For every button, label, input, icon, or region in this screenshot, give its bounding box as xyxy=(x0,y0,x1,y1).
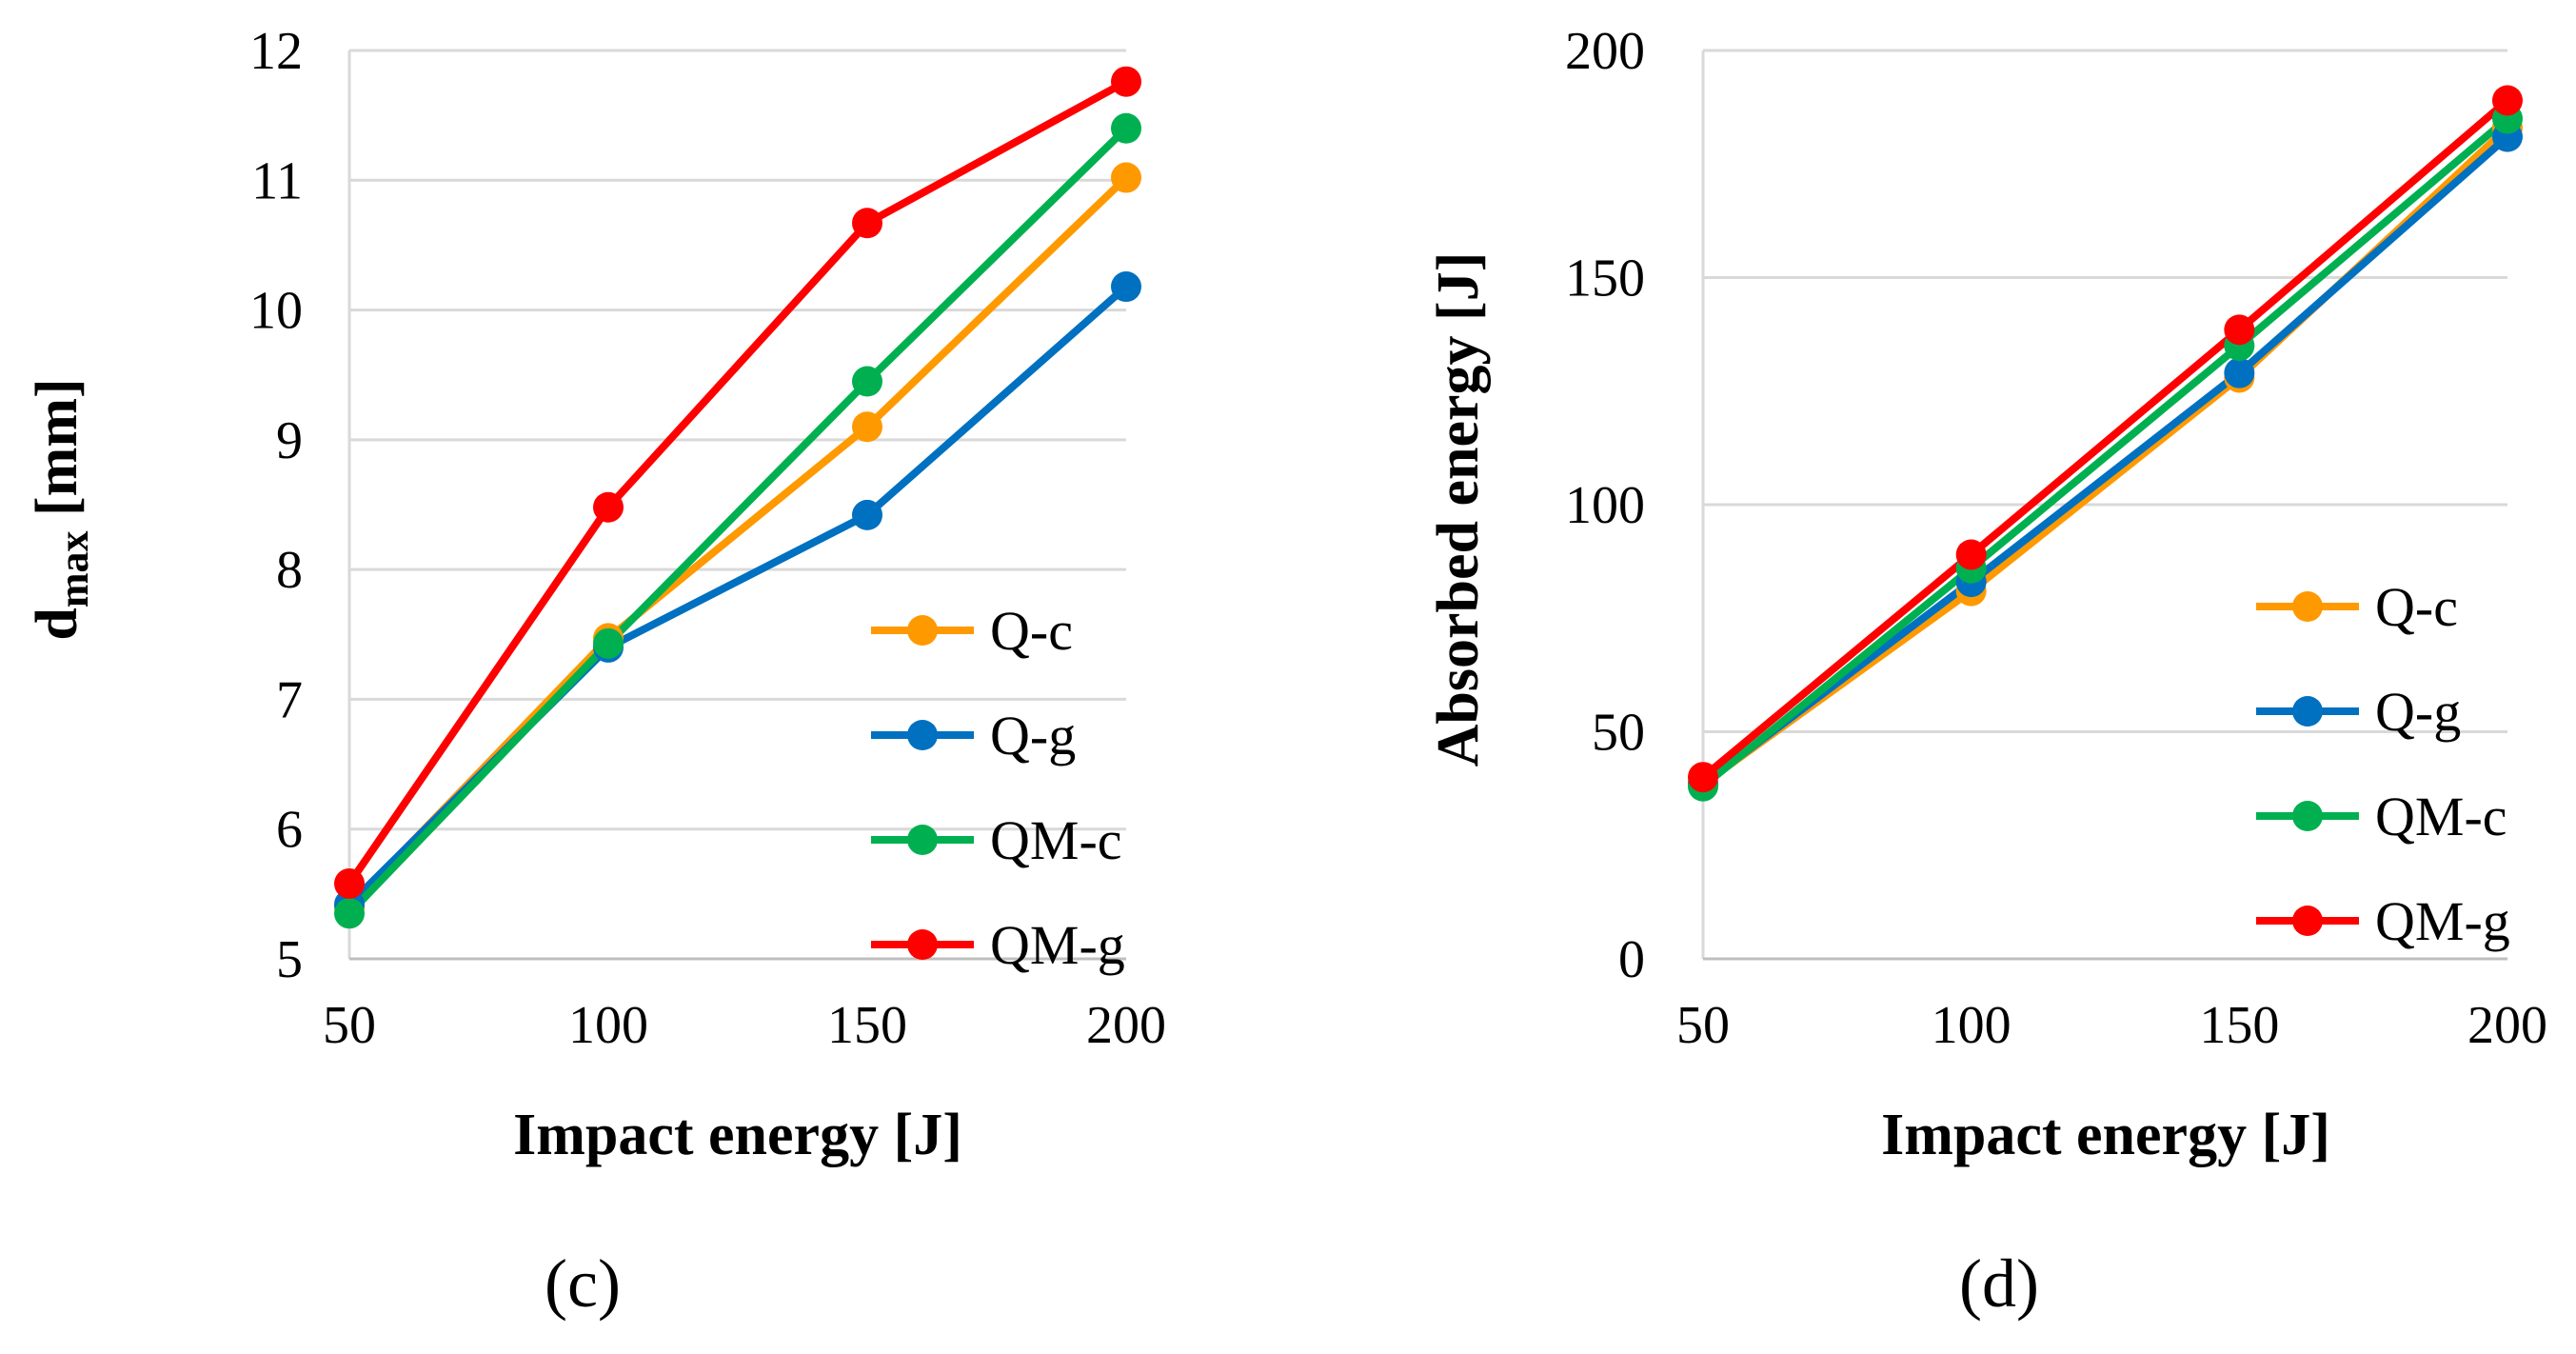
series-line-qm-c xyxy=(1700,115,2510,789)
chart-d-tick-labels: 0 50 100 150 200 50 100 150 200 xyxy=(1565,22,2547,1055)
data-point-qm-g xyxy=(1688,762,1718,793)
legend-label: QM-g xyxy=(2375,890,2510,952)
data-point-q-g xyxy=(2224,357,2255,388)
y-tick-label: 7 xyxy=(276,670,303,729)
x-tick-label: 200 xyxy=(2467,996,2547,1055)
y-tick-label: 9 xyxy=(276,411,303,470)
series-line-qm-g xyxy=(346,78,1128,886)
data-point-q-g xyxy=(1111,271,1141,303)
data-point-q-c xyxy=(852,411,882,443)
y-tick-label: 12 xyxy=(249,22,303,81)
series-line-q-c xyxy=(347,174,1129,910)
legend-label: QM-g xyxy=(990,914,1125,976)
data-point-q-g xyxy=(852,499,882,530)
legend-swatch-marker xyxy=(2292,591,2323,622)
chart-panel-c: 5 6 7 8 9 10 11 12 50 100 150 200 Q-c Q-g QM-c QM-g Im… xyxy=(25,22,1166,1322)
x-tick-label: 200 xyxy=(1086,996,1166,1055)
legend-label: Q-g xyxy=(2375,681,2461,743)
legend-swatch-marker xyxy=(2292,696,2323,727)
data-point-qm-g xyxy=(852,208,882,239)
chart-c-tick-labels: 5 6 7 8 9 10 11 12 50 100 150 200 xyxy=(249,22,1166,1055)
data-point-qm-c xyxy=(593,627,624,659)
chart-c-panel-label: (c) xyxy=(545,1245,621,1322)
series-line-q-g xyxy=(1700,133,2510,787)
y-tick-label: 200 xyxy=(1565,22,1645,81)
x-tick-label: 150 xyxy=(827,996,907,1055)
chart-panel-d: 0 50 100 150 200 50 100 150 200 Q-c Q-g QM-c QM-g I… xyxy=(1426,22,2547,1322)
legend-label: Q-c xyxy=(2375,576,2458,638)
x-tick-label: 100 xyxy=(568,996,648,1055)
chart-d-gridlines xyxy=(1701,49,2507,959)
legend-swatch-marker xyxy=(2292,801,2323,831)
y-tick-label: 10 xyxy=(249,282,303,341)
data-point-qm-g xyxy=(2492,85,2523,116)
legend-swatch-marker xyxy=(907,825,938,855)
y-tick-label: 11 xyxy=(251,151,303,210)
legend-swatch-marker xyxy=(907,929,938,960)
legend-label: QM-c xyxy=(2375,786,2507,847)
series-line-qm-c xyxy=(347,125,1129,917)
chart-c-series xyxy=(334,66,1141,929)
data-point-qm-c xyxy=(334,898,365,929)
chart-d-y-axis-title: Absorbed energy [J] xyxy=(1426,252,1491,767)
x-tick-label: 150 xyxy=(2199,996,2279,1055)
legend-swatch-marker xyxy=(907,720,938,750)
y-tick-label: 150 xyxy=(1565,249,1645,309)
y-tick-label: 8 xyxy=(276,541,303,600)
data-point-qm-c xyxy=(1111,112,1141,144)
data-point-qm-g xyxy=(2224,314,2255,346)
legend-label: Q-g xyxy=(990,705,1076,767)
y-tick-label: 100 xyxy=(1565,476,1645,535)
series-line-qm-g xyxy=(1700,97,2510,781)
data-point-qm-g xyxy=(334,867,365,899)
chart-d-series xyxy=(1688,85,2523,802)
data-point-qm-g xyxy=(1955,539,1987,570)
chart-d-x-axis-title: Impact energy [J] xyxy=(1881,1103,2330,1167)
legend-swatch-marker xyxy=(2292,906,2323,936)
y-tick-label: 0 xyxy=(1618,930,1645,989)
chart-d-legend: Q-c Q-g QM-c QM-g xyxy=(2256,576,2510,952)
chart-c-legend: Q-c Q-g QM-c QM-g xyxy=(871,600,1125,976)
y-tick-label: 50 xyxy=(1592,704,1645,763)
chart-d-panel-label: (d) xyxy=(1959,1245,2039,1322)
data-point-qm-g xyxy=(1111,66,1141,97)
data-point-q-c xyxy=(1111,162,1141,193)
y-tick-label: 5 xyxy=(276,930,303,989)
chart-c-y-axis-title: dmax [mm] xyxy=(25,378,97,640)
data-point-qm-c xyxy=(852,366,882,397)
legend-label: QM-c xyxy=(990,809,1122,871)
legend-swatch-marker xyxy=(907,615,938,646)
x-tick-label: 50 xyxy=(323,996,376,1055)
y-tick-label: 6 xyxy=(276,801,303,860)
x-tick-label: 100 xyxy=(1932,996,2011,1055)
legend-label: Q-c xyxy=(990,600,1073,662)
chart-c-x-axis-title: Impact energy [J] xyxy=(513,1103,962,1167)
x-tick-label: 50 xyxy=(1676,996,1730,1055)
data-point-qm-g xyxy=(593,491,624,523)
